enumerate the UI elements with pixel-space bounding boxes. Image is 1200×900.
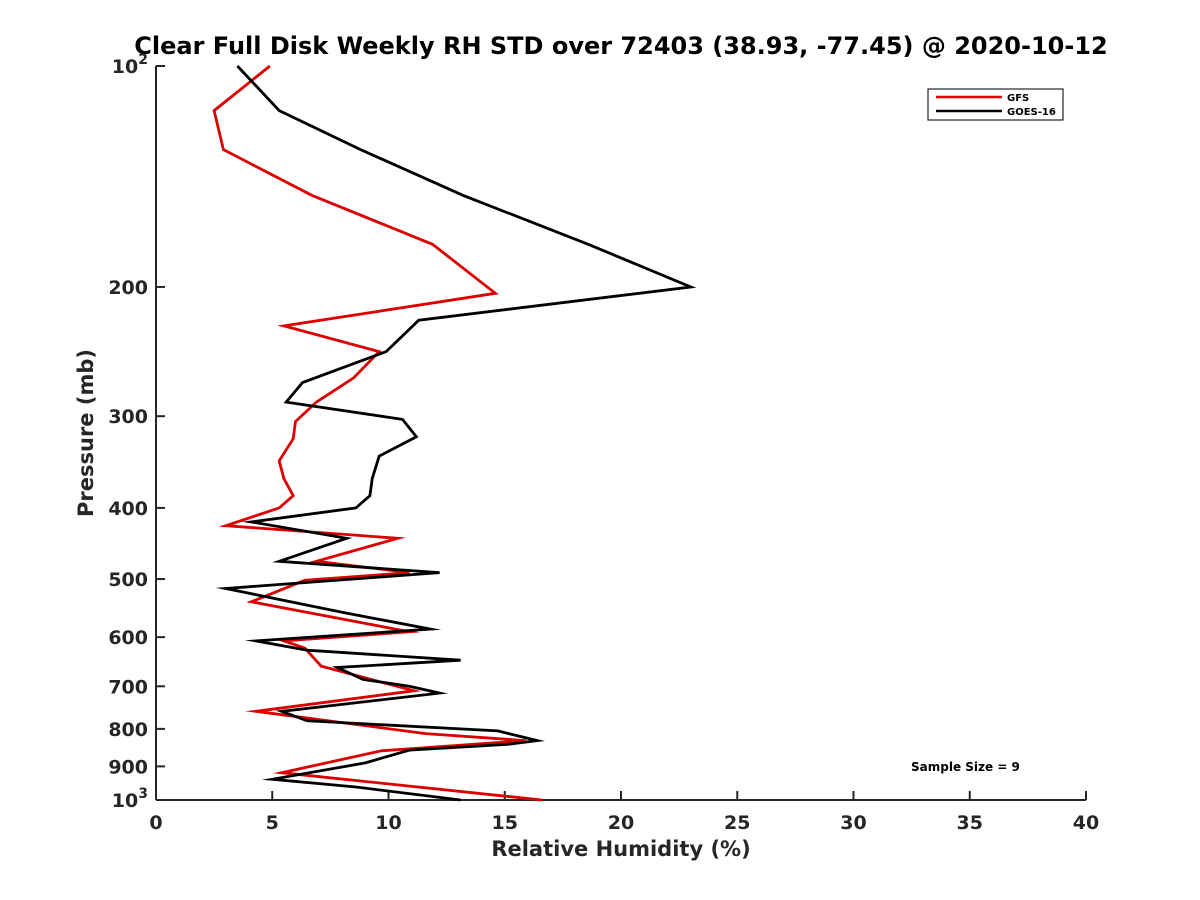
y-axis-label: Pressure (mb) xyxy=(74,349,98,517)
legend-label-gfs: GFS xyxy=(1007,93,1029,104)
x-tick-label: 0 xyxy=(149,812,162,834)
chart-title: Clear Full Disk Weekly RH STD over 72403… xyxy=(134,32,1107,60)
y-tick-label: 200 xyxy=(108,277,148,299)
y-axis-ticks: 102 200 300 400 500 600 700 800 900 103 xyxy=(108,52,165,812)
legend-box xyxy=(927,88,1064,121)
x-tick-label: 15 xyxy=(492,812,518,834)
y-tick-label: 800 xyxy=(108,719,148,741)
sample-size-annotation: Sample Size = 9 xyxy=(911,760,1020,774)
series-line-gfs xyxy=(212,64,543,802)
y-tick-label: 400 xyxy=(108,498,148,520)
y-tick-label: 500 xyxy=(108,569,148,591)
legend-label-goes-16: GOES-16 xyxy=(1007,107,1056,118)
y-tick-label: 103 xyxy=(112,786,148,812)
y-tick-label: 300 xyxy=(108,406,148,428)
y-tick-label: 700 xyxy=(108,676,148,698)
y-tick-label: 900 xyxy=(108,756,148,778)
legend: GFS GOES-16 xyxy=(927,88,1064,121)
x-tick-label: 10 xyxy=(375,812,401,834)
x-tick-label: 40 xyxy=(1073,812,1099,834)
x-axis-label: Relative Humidity (%) xyxy=(491,837,750,861)
y-tick-label: 600 xyxy=(108,627,148,649)
x-tick-label: 35 xyxy=(957,812,983,834)
x-tick-label: 25 xyxy=(724,812,750,834)
x-tick-label: 30 xyxy=(840,812,866,834)
x-tick-label: 20 xyxy=(608,812,634,834)
y-tick-label: 102 xyxy=(112,52,148,78)
series-line-goes-16 xyxy=(215,65,697,802)
plot-area: 0 5 10 15 20 25 30 35 40 102 200 300 400 500 600 700 80… xyxy=(108,52,1099,834)
x-tick-label: 5 xyxy=(266,812,279,834)
x-axis-ticks: 0 5 10 15 20 25 30 35 40 xyxy=(149,791,1099,834)
series-group xyxy=(212,64,697,802)
